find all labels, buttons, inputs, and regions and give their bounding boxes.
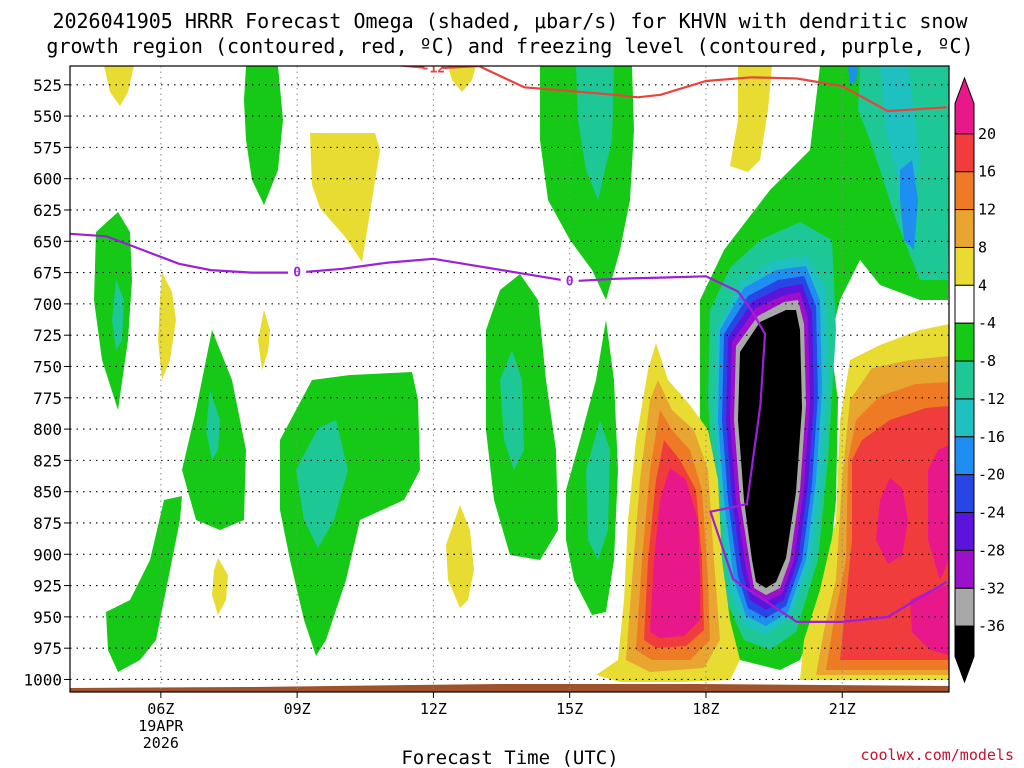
omega-region-blue-2100z-top: [848, 66, 858, 84]
colorbar-bin-7: [954, 360, 975, 400]
y-tick-label-525: 525: [33, 76, 62, 95]
colorbar-bin-0: [954, 76, 975, 135]
colorbar-bin-4: [954, 246, 975, 286]
credit-text[interactable]: coolwx.com/models: [860, 746, 1014, 764]
omega-region-black-core-1900z: [738, 310, 802, 588]
y-tick-label-825: 825: [33, 451, 62, 470]
y-tick-label-900: 900: [33, 545, 62, 564]
y-tick-label-550: 550: [33, 107, 62, 126]
omega-region-yellow-1300z-top: [448, 66, 476, 92]
y-tick-label-700: 700: [33, 295, 62, 314]
dgz-minus12-contour-label-bg-0: [424, 66, 443, 75]
colorbar-label-8: 8: [978, 238, 987, 256]
colorbar-label--20: -20: [978, 466, 1005, 484]
freezing-level-contour: [70, 232, 948, 623]
omega-region-yellow-0900z-small: [258, 310, 270, 370]
colorbar-label--28: -28: [978, 541, 1005, 559]
colorbar: 20 16 12 8 4 -4 -8 -12 -16 -20 -24 -28 -32 -36: [954, 76, 1005, 684]
y-tick-label-950: 950: [33, 608, 62, 627]
omega-region-teal-0600z: [112, 280, 124, 350]
colorbar-bin-8: [954, 398, 975, 438]
omega-region-teal-1400z: [500, 350, 524, 470]
omega-region-yellow-0700z: [158, 272, 176, 380]
x-tick-date: 19APR: [138, 717, 184, 735]
y-tick-label-575: 575: [33, 138, 62, 157]
colorbar-bin-9: [954, 436, 975, 476]
y-tick-label-725: 725: [33, 326, 62, 345]
y-tick-label-600: 600: [33, 170, 62, 189]
x-tick-label-18Z: 18Z: [692, 700, 719, 718]
colorbar-bin-3: [954, 209, 975, 248]
colorbar-bin-14: [954, 625, 975, 684]
omega-region-green-0630z-low: [106, 496, 182, 672]
colorbar-label--4: -4: [978, 314, 996, 332]
freezing-level-contour-label-bg-1: [560, 273, 579, 288]
omega-region-green-0900z-top: [244, 66, 283, 205]
omega-region-magenta-2300z: [928, 445, 949, 580]
freezing-level-contour-label-bg-0: [288, 264, 307, 279]
y-axis: 525 550 575 600 625 650 675 700 725 750 775 800 825 8…: [23, 76, 70, 689]
x-tick-label-15Z: 15Z: [556, 700, 583, 718]
colorbar-label--8: -8: [978, 352, 996, 370]
y-tick-label-800: 800: [33, 420, 62, 439]
freezing-level-contour-label-0: 0: [293, 266, 301, 281]
y-tick-label-775: 775: [33, 389, 62, 408]
x-tick-label-06Z: 06Z: [147, 700, 174, 718]
y-tick-label-850: 850: [33, 483, 62, 502]
dgz-minus12-contour: [394, 66, 947, 113]
omega-region-yellow-0530z-top: [104, 66, 134, 106]
y-tick-label-675: 675: [33, 264, 62, 283]
omega-region-magenta-1700z: [650, 468, 700, 638]
ground-surface: [70, 684, 949, 692]
x-tick-label-21Z: 21Z: [829, 700, 856, 718]
x-tick-label-09Z: 09Z: [284, 700, 311, 718]
chart-title-line2: growth region (contoured, red, ºC) and f…: [46, 34, 973, 58]
colorbar-label--32: -32: [978, 579, 1005, 597]
colorbar-bin-5: [954, 284, 975, 324]
omega-region-teal-1600z: [586, 420, 610, 560]
colorbar-label-12: 12: [978, 201, 996, 219]
colorbar-bin-13: [954, 587, 975, 627]
omega-region-magenta-2300z-low: [910, 585, 949, 655]
colorbar-label--16: -16: [978, 428, 1005, 446]
chart-title-line1: 2026041905 HRRR Forecast Omega (shaded, …: [52, 9, 968, 33]
colorbar-bin-12: [954, 549, 975, 589]
colorbar-label--24: -24: [978, 504, 1005, 522]
colorbar-label-16: 16: [978, 163, 996, 181]
x-axis-label: Forecast Time (UTC): [401, 747, 618, 768]
omega-region-yellow-0800z-low: [212, 558, 228, 615]
omega-region-blue-2200z-upper: [900, 160, 918, 250]
y-tick-label-750: 750: [33, 357, 62, 376]
colorbar-bin-10: [954, 474, 975, 514]
x-tick-label-12Z: 12Z: [420, 700, 447, 718]
colorbar-label-20: 20: [978, 125, 996, 143]
omega-region-yellow-1030z-upper: [310, 133, 380, 262]
omega-region-yellow-1830z-top: [730, 66, 772, 172]
omega-region-magenta-2200z: [876, 478, 908, 564]
colorbar-bin-2: [954, 171, 975, 211]
omega-region-teal-0800z: [206, 390, 220, 460]
y-tick-label-925: 925: [33, 577, 62, 596]
colorbar-bin-1: [954, 133, 975, 173]
omega-region-yellow-1330z: [446, 505, 474, 608]
x-tick-year: 2026: [143, 734, 179, 752]
freezing-level-contour-label-1: 0: [566, 274, 574, 289]
dgz-minus12-contour-label-0: -12: [422, 62, 445, 77]
colorbar-label--12: -12: [978, 390, 1005, 408]
colorbar-bin-6: [954, 322, 975, 362]
omega-region-teal-1000z: [296, 420, 348, 548]
y-tick-label-875: 875: [33, 514, 62, 533]
y-tick-label-625: 625: [33, 201, 62, 220]
colorbar-label--36: -36: [978, 617, 1005, 635]
plot-border: [69, 65, 950, 693]
colorbar-label-4: 4: [978, 276, 987, 294]
y-tick-label-1000: 1000: [23, 670, 62, 689]
contours: 0 0 -12: [70, 62, 948, 623]
y-tick-label-650: 650: [33, 232, 62, 251]
colorbar-bin-11: [954, 512, 975, 551]
omega-region-teal-1530z: [576, 66, 614, 200]
y-tick-label-975: 975: [33, 639, 62, 658]
